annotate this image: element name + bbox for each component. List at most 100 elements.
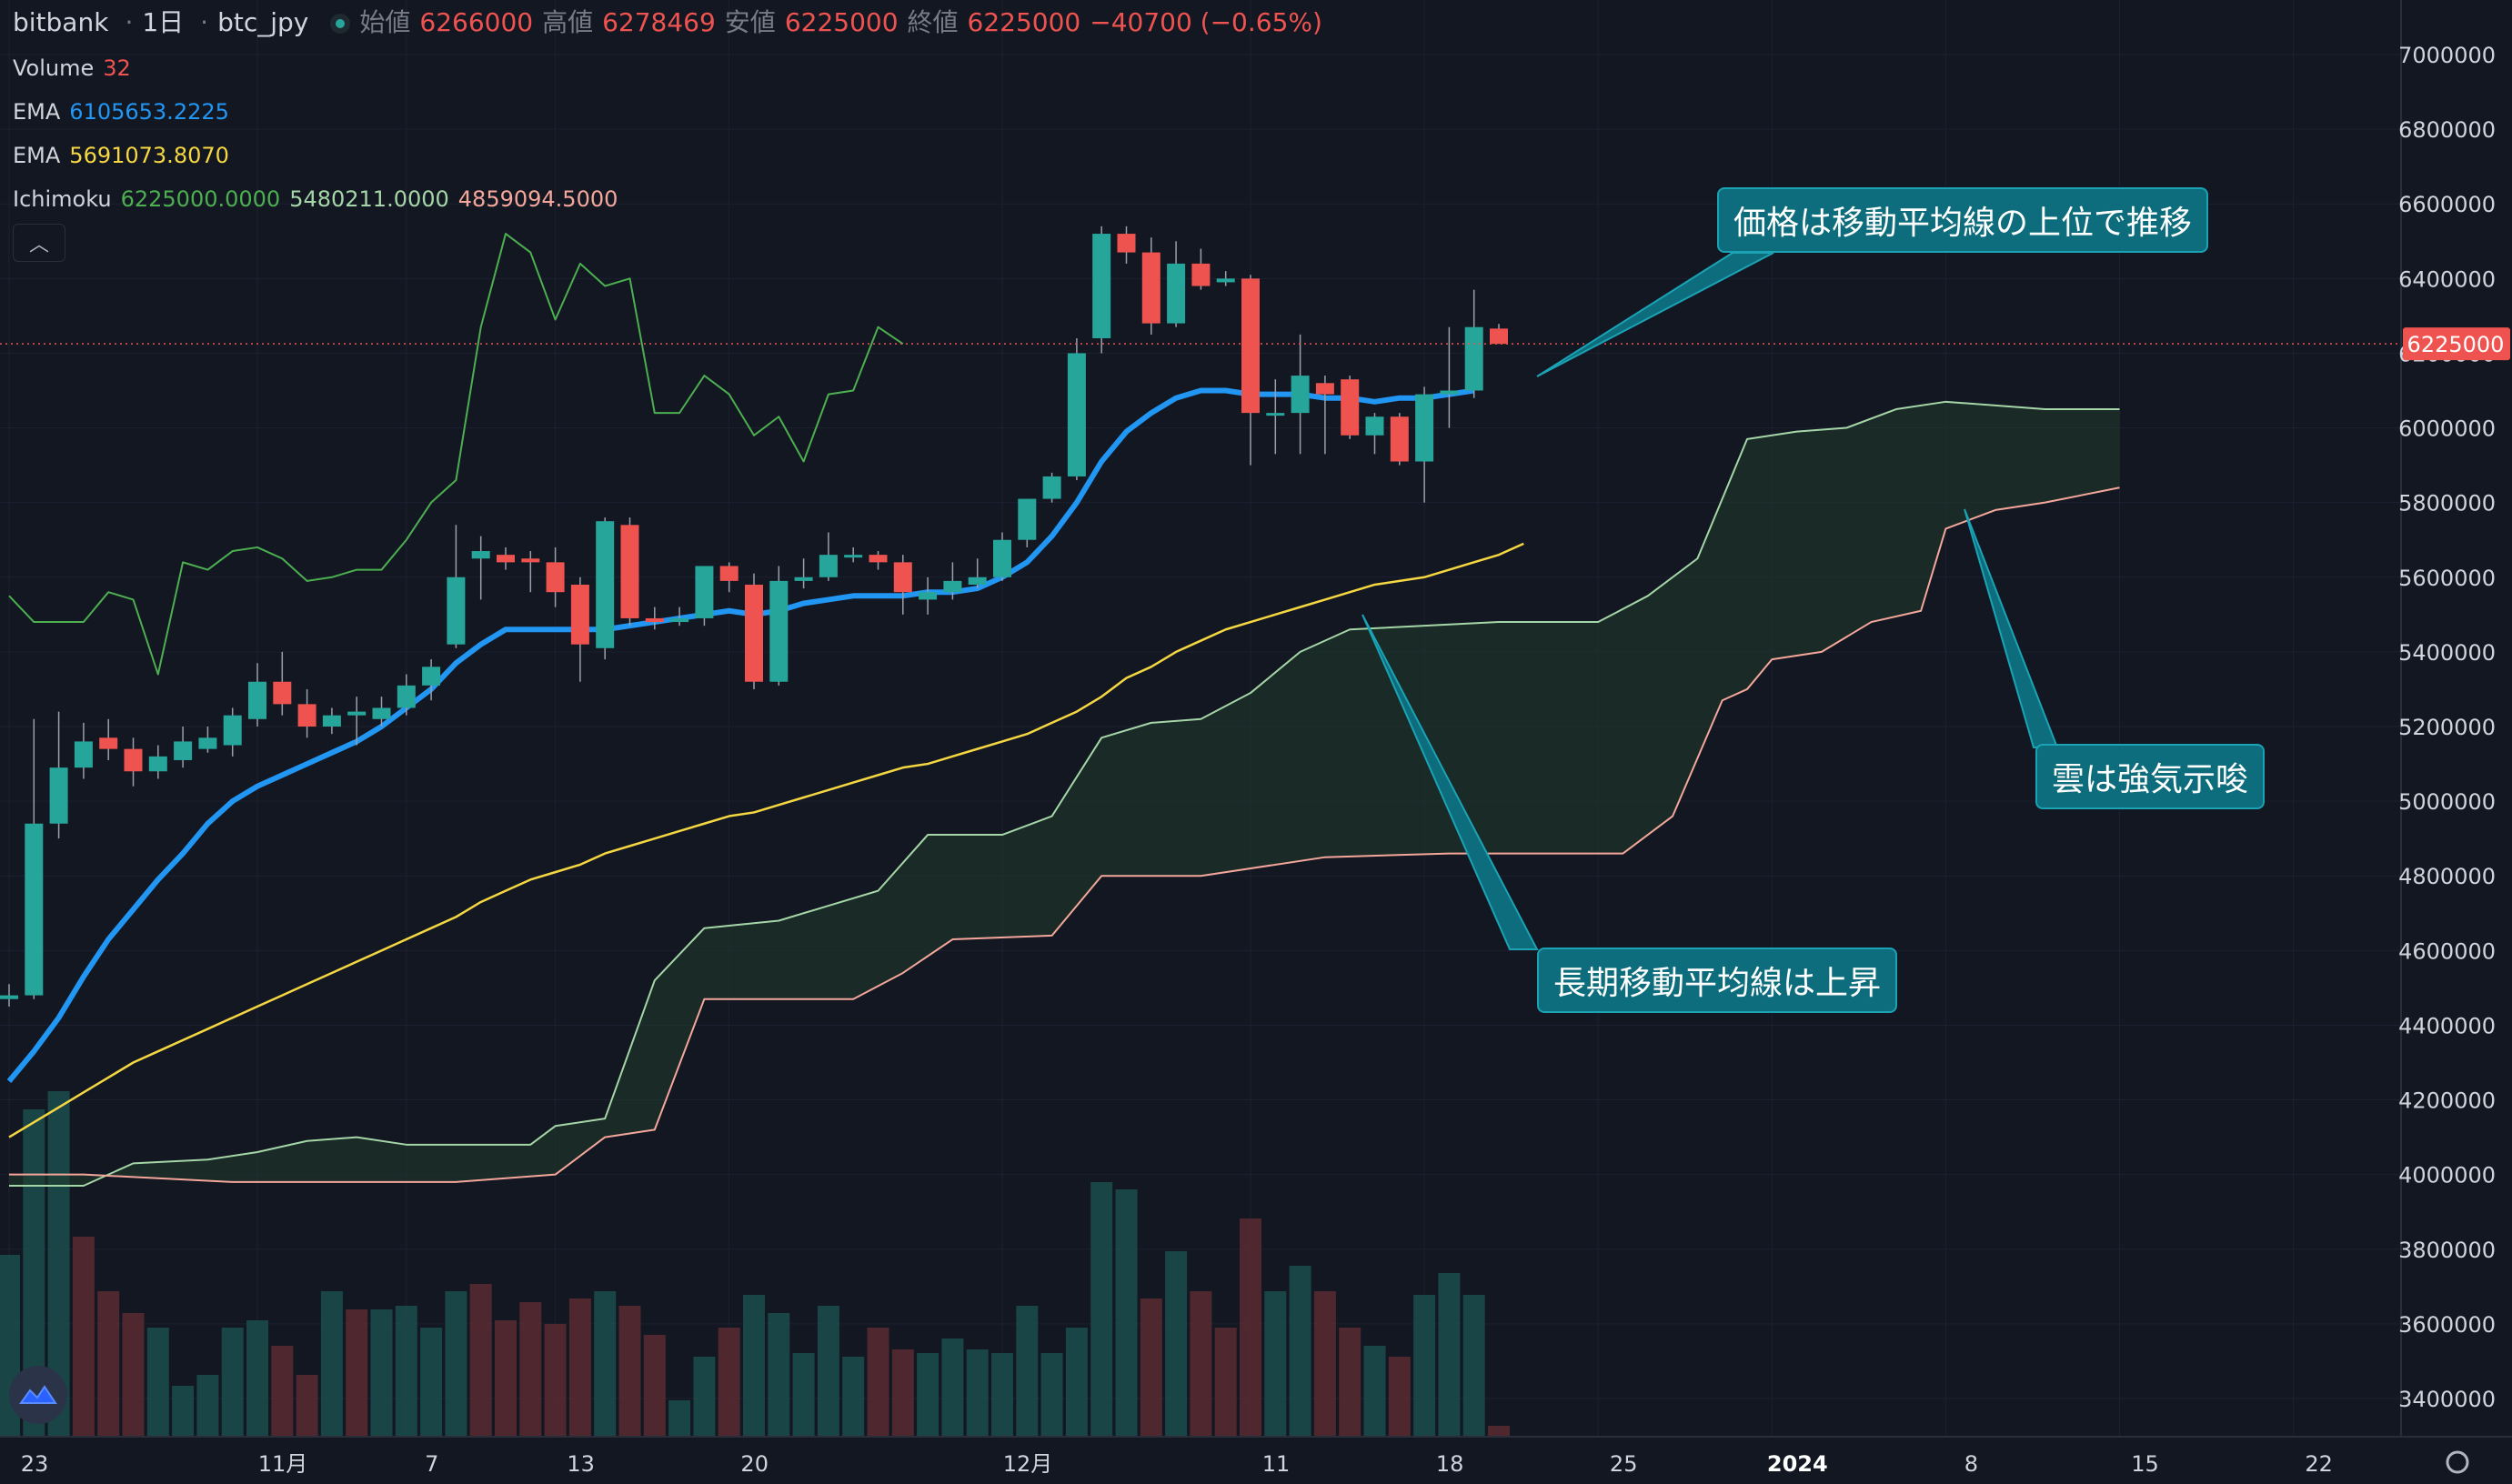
candle-body[interactable] bbox=[99, 737, 118, 749]
candle-body[interactable] bbox=[297, 704, 317, 727]
ichimoku-value-2: 5480211.0000 bbox=[289, 186, 449, 212]
candle-body[interactable] bbox=[471, 551, 490, 559]
x-tick-label: 11 bbox=[1262, 1451, 1291, 1477]
volume-legend[interactable]: Volume 32 bbox=[13, 55, 140, 82]
x-tick-label: 2024 bbox=[1767, 1451, 1828, 1477]
y-tick-label: 4400000 bbox=[2398, 1013, 2496, 1038]
candle-body[interactable] bbox=[769, 580, 789, 682]
candle-body[interactable] bbox=[497, 555, 515, 563]
x-tick-label: 23 bbox=[21, 1451, 49, 1477]
candle-body[interactable] bbox=[745, 584, 763, 682]
candle-body[interactable] bbox=[1365, 416, 1384, 436]
candle-body[interactable] bbox=[968, 577, 987, 585]
candle-body[interactable] bbox=[1291, 376, 1310, 414]
candle-body[interactable] bbox=[198, 737, 217, 749]
volume-value: 32 bbox=[103, 55, 131, 81]
candle-body[interactable] bbox=[695, 566, 714, 618]
exchange-name[interactable]: bitbank bbox=[13, 7, 109, 37]
candle-body[interactable] bbox=[943, 580, 962, 593]
candle-body[interactable] bbox=[893, 562, 912, 593]
ema-long-legend[interactable]: EMA 5691073.8070 bbox=[13, 142, 238, 169]
time-axis-panel[interactable] bbox=[0, 1437, 2512, 1484]
candle-body[interactable] bbox=[1341, 379, 1360, 436]
candle-body[interactable] bbox=[1390, 416, 1409, 462]
candle-body[interactable] bbox=[546, 562, 565, 593]
candle-body[interactable] bbox=[248, 681, 266, 719]
tradingview-logo-icon[interactable] bbox=[9, 1366, 67, 1424]
candle-body[interactable] bbox=[1117, 234, 1136, 253]
candle-body[interactable] bbox=[1440, 390, 1459, 395]
candle-body[interactable] bbox=[447, 577, 466, 645]
candle-body[interactable] bbox=[372, 707, 391, 719]
candle-body[interactable] bbox=[1241, 278, 1260, 414]
open-label: 始値 bbox=[359, 7, 411, 37]
candle-body[interactable] bbox=[1067, 353, 1086, 476]
market-status-icon bbox=[330, 14, 351, 34]
candle-body[interactable] bbox=[645, 617, 664, 623]
ichimoku-legend[interactable]: Ichimoku 6225000.0000 5480211.0000 4859094.… bbox=[13, 186, 627, 213]
candle-body[interactable] bbox=[1018, 498, 1037, 540]
symbol-label[interactable]: btc_jpy bbox=[217, 7, 309, 37]
collapse-legend-button[interactable]: ︿ bbox=[13, 224, 65, 262]
candle-body[interactable] bbox=[49, 767, 68, 824]
candle-body[interactable] bbox=[347, 711, 367, 716]
ema-short-label: EMA bbox=[13, 99, 61, 125]
candle-body[interactable] bbox=[0, 995, 18, 999]
candle-body[interactable] bbox=[1216, 278, 1235, 283]
volume-bar bbox=[618, 1306, 641, 1437]
candle-body[interactable] bbox=[1092, 234, 1111, 339]
change-value: −40700 (−0.65%) bbox=[1090, 7, 1322, 37]
ema-short-legend[interactable]: EMA 6105653.2225 bbox=[13, 98, 238, 125]
callout-price-above-ma: 価格は移動平均線の上位で推移 bbox=[1717, 187, 2209, 253]
interval-label[interactable]: 1日 bbox=[142, 7, 185, 37]
candle-body[interactable] bbox=[1141, 252, 1161, 324]
candle-body[interactable] bbox=[322, 715, 341, 727]
y-tick-label: 7000000 bbox=[2398, 43, 2496, 68]
low-value: 6225000 bbox=[784, 7, 899, 37]
candle-body[interactable] bbox=[1266, 413, 1285, 416]
candle-body[interactable] bbox=[521, 558, 540, 563]
callout-pointer-2 bbox=[1362, 614, 1539, 950]
candle-body[interactable] bbox=[844, 555, 863, 558]
candle-body[interactable] bbox=[1191, 263, 1211, 286]
candle-body[interactable] bbox=[422, 667, 441, 686]
x-tick-label: 15 bbox=[2131, 1451, 2159, 1477]
candle-body[interactable] bbox=[869, 555, 888, 563]
candle-body[interactable] bbox=[1042, 476, 1061, 499]
candle-body[interactable] bbox=[620, 525, 639, 618]
candle-body[interactable] bbox=[25, 823, 44, 996]
candle-body[interactable] bbox=[223, 715, 242, 746]
candle-body[interactable] bbox=[596, 521, 615, 648]
current-price-label: 6225000 bbox=[2407, 332, 2505, 357]
candle-body[interactable] bbox=[397, 685, 416, 708]
candle-body[interactable] bbox=[670, 617, 689, 623]
candle-body[interactable] bbox=[174, 741, 193, 760]
gear-icon[interactable] bbox=[2446, 1450, 2469, 1474]
candle-body[interactable] bbox=[1315, 383, 1334, 395]
y-tick-label: 5600000 bbox=[2398, 566, 2496, 591]
candle-body[interactable] bbox=[1167, 263, 1186, 324]
candle-body[interactable] bbox=[124, 748, 143, 772]
volume-bar bbox=[72, 1237, 95, 1437]
candle-body[interactable] bbox=[919, 592, 938, 600]
candle-body[interactable] bbox=[719, 566, 739, 581]
y-tick-label: 4600000 bbox=[2398, 938, 2496, 964]
candle-body[interactable] bbox=[148, 756, 167, 772]
candle-body[interactable] bbox=[794, 577, 813, 581]
candle-body[interactable] bbox=[819, 555, 838, 577]
high-value: 6278469 bbox=[602, 7, 716, 37]
candle-body[interactable] bbox=[570, 584, 589, 645]
candle-body[interactable] bbox=[1490, 328, 1508, 345]
ichimoku-cloud bbox=[9, 401, 2120, 1186]
price-axis-panel[interactable] bbox=[2401, 0, 2512, 1484]
candle-body[interactable] bbox=[1464, 326, 1483, 391]
candle-body[interactable] bbox=[1415, 394, 1434, 462]
volume-bar bbox=[1090, 1182, 1113, 1437]
candle-body[interactable] bbox=[993, 539, 1011, 577]
volume-bar bbox=[97, 1291, 120, 1437]
volume-bar bbox=[743, 1295, 765, 1437]
ema-long-value: 5691073.8070 bbox=[69, 143, 229, 168]
x-tick-label: 11月 bbox=[258, 1451, 308, 1477]
candle-body[interactable] bbox=[74, 741, 93, 768]
candle-body[interactable] bbox=[273, 681, 292, 705]
